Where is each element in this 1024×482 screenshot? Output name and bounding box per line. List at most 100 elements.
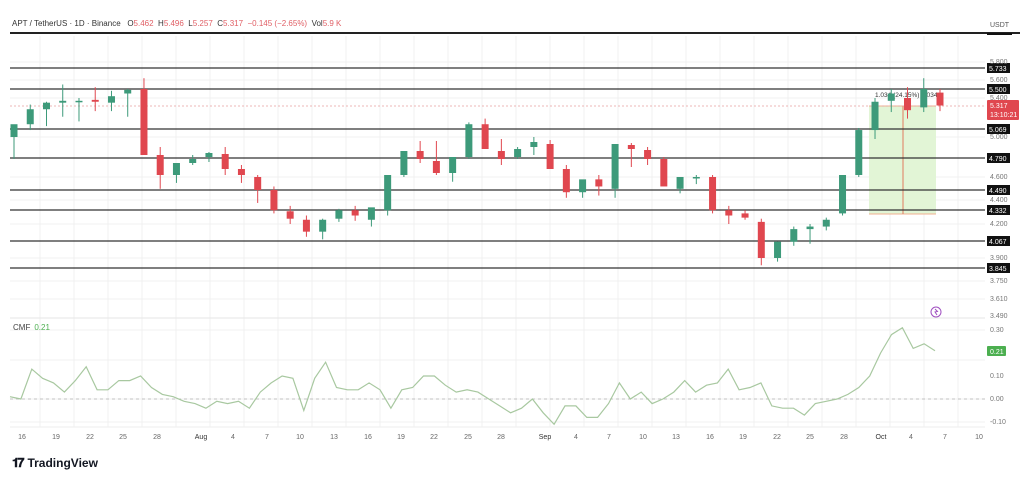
svg-text:0.21: 0.21 [990, 349, 1004, 356]
candle[interactable] [75, 98, 83, 122]
candle[interactable] [481, 118, 489, 149]
price-tick: 5.600 [990, 77, 1008, 84]
candle[interactable] [107, 90, 115, 112]
candle[interactable] [140, 78, 148, 155]
last-price-tag: 5.317 13:10:21 [987, 100, 1019, 120]
symbol-legend: APT / TetherUS · 1D · Binance O5.462 H5.… [12, 19, 342, 28]
svg-text:4.790: 4.790 [989, 156, 1007, 163]
time-tick: 19 [52, 434, 60, 441]
top-divider [10, 32, 1020, 34]
svg-text:4.490: 4.490 [989, 188, 1007, 195]
price-tick: 3.490 [990, 313, 1008, 320]
svg-text:5.733: 5.733 [989, 66, 1007, 73]
candle[interactable] [254, 175, 262, 203]
candle[interactable] [904, 87, 912, 119]
candle[interactable] [221, 147, 229, 175]
symbol-name[interactable]: APT / TetherUS · 1D · Binance [12, 19, 121, 28]
candle[interactable] [400, 151, 408, 177]
tradingview-logo[interactable]: 𝟏𝟕 TradingView [12, 455, 98, 470]
candle[interactable] [660, 157, 668, 187]
level-tag: 4.332 [987, 205, 1010, 215]
candle[interactable] [26, 104, 34, 131]
candle[interactable] [42, 101, 50, 127]
candle[interactable] [302, 215, 310, 237]
candle[interactable] [530, 137, 538, 155]
candle[interactable] [887, 89, 895, 113]
candle[interactable] [644, 147, 652, 165]
price-tick: 4.400 [990, 197, 1008, 204]
time-tick: 4 [231, 434, 235, 441]
time-tick: 7 [265, 434, 269, 441]
candle[interactable] [172, 163, 180, 183]
candle[interactable] [579, 179, 587, 198]
candle[interactable] [237, 165, 245, 183]
candle[interactable] [497, 139, 505, 165]
candle[interactable] [449, 157, 457, 182]
candle[interactable] [936, 89, 944, 112]
candle[interactable] [709, 175, 717, 214]
candle[interactable] [757, 218, 765, 266]
candle[interactable] [806, 224, 814, 244]
volume-value: 5.9 K [322, 19, 342, 28]
candle[interactable] [10, 124, 18, 159]
cmf-tick: -0.10 [990, 419, 1006, 426]
svg-text:5.317: 5.317 [990, 103, 1008, 110]
candle[interactable] [595, 175, 603, 196]
candle[interactable] [725, 205, 733, 224]
candle[interactable] [855, 127, 863, 177]
time-tick: 19 [397, 434, 405, 441]
candle[interactable] [465, 122, 473, 159]
candle[interactable] [741, 210, 749, 220]
svg-text:5.500: 5.500 [989, 87, 1007, 94]
candle[interactable] [335, 208, 343, 222]
candle[interactable] [822, 217, 830, 231]
candle[interactable] [124, 89, 132, 117]
candle[interactable] [562, 165, 570, 198]
candle[interactable] [611, 144, 619, 198]
close-value: 5.317 [223, 19, 244, 28]
candle[interactable] [351, 205, 359, 221]
candle[interactable] [319, 218, 327, 240]
candle[interactable] [839, 175, 847, 216]
candle[interactable] [384, 175, 392, 216]
candle[interactable] [156, 147, 164, 189]
candle[interactable] [676, 177, 684, 194]
svg-text:4.332: 4.332 [989, 208, 1007, 215]
time-tick: 28 [497, 434, 505, 441]
candle[interactable] [189, 155, 197, 165]
time-tick: 28 [840, 434, 848, 441]
candle[interactable] [59, 84, 67, 117]
price-tick: 5.800 [990, 59, 1008, 66]
currency-underline [987, 33, 1012, 35]
high-value: 5.496 [163, 19, 184, 28]
candle[interactable] [416, 141, 424, 163]
candle[interactable] [546, 140, 554, 169]
time-tick: 22 [430, 434, 438, 441]
alert-icon[interactable] [930, 306, 942, 318]
candle[interactable] [790, 226, 798, 246]
candle[interactable] [774, 241, 782, 262]
cmf-tick: 0.10 [990, 373, 1004, 380]
time-tick: Oct [876, 434, 887, 441]
price-tick: 3.610 [990, 296, 1008, 303]
candle[interactable] [205, 152, 213, 162]
candle[interactable] [692, 175, 700, 185]
candle[interactable] [367, 207, 375, 227]
price-tick: 4.600 [990, 174, 1008, 181]
candle[interactable] [627, 143, 635, 167]
cmf-legend[interactable]: CMF 0.21 [13, 323, 50, 332]
candle[interactable] [514, 147, 522, 159]
candle[interactable] [432, 141, 440, 175]
open-value: 5.462 [133, 19, 154, 28]
candle[interactable] [270, 186, 278, 214]
currency-label[interactable]: USDT [990, 22, 1010, 29]
candle[interactable] [871, 98, 879, 139]
candle[interactable] [920, 78, 928, 113]
candle[interactable] [91, 87, 99, 112]
time-tick: 25 [464, 434, 472, 441]
time-tick: 13 [330, 434, 338, 441]
level-tag: 5.500 [987, 84, 1010, 94]
svg-text:4.067: 4.067 [989, 239, 1007, 246]
candle[interactable] [286, 205, 294, 224]
